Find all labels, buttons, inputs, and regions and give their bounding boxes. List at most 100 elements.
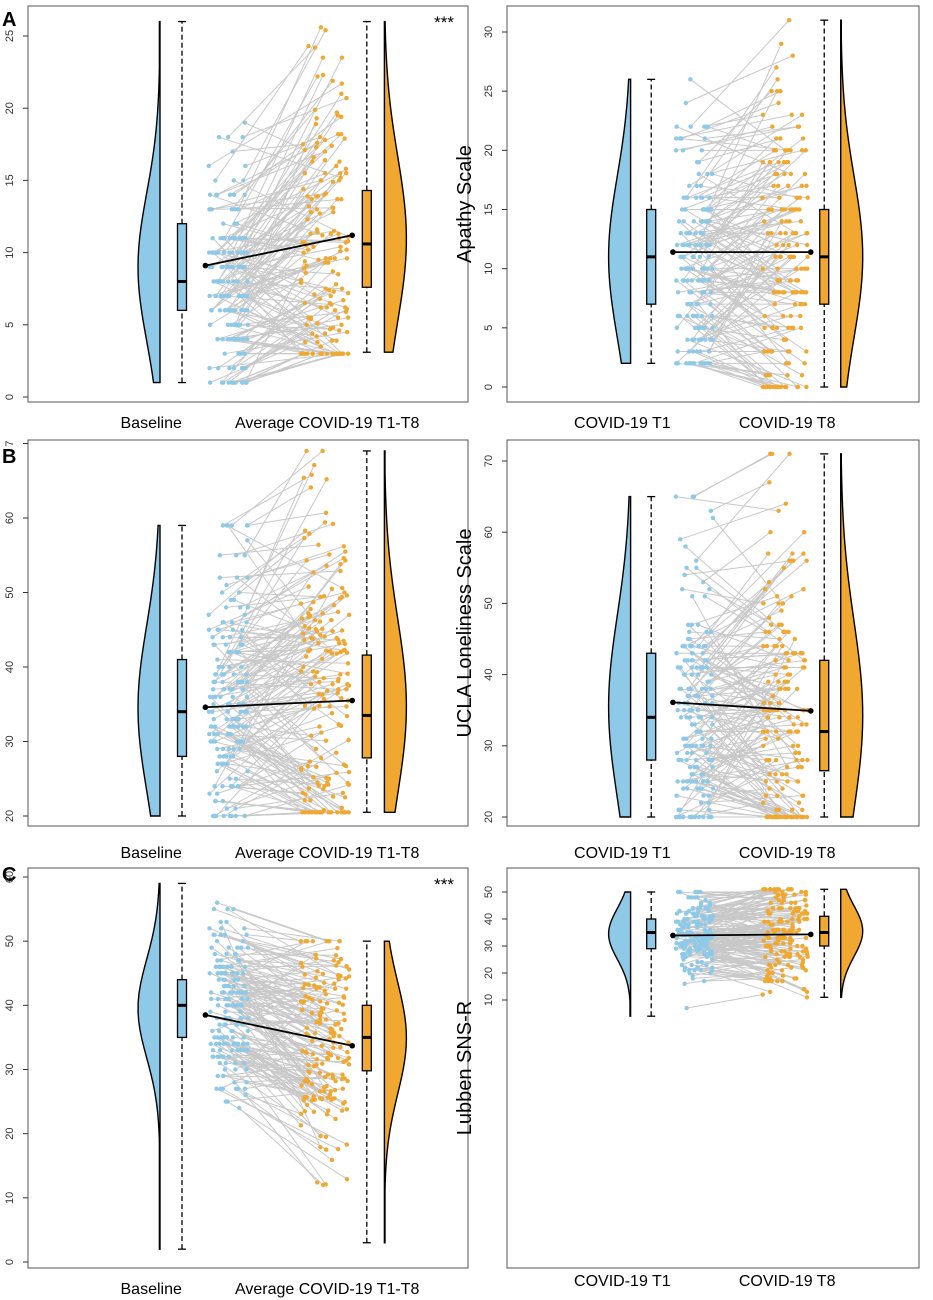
point-left	[242, 192, 247, 198]
point-right	[298, 1123, 304, 1128]
point-right	[763, 736, 768, 741]
point-right	[299, 277, 304, 283]
mean-point-left	[202, 704, 209, 711]
point-left	[695, 325, 701, 331]
point-right	[766, 579, 772, 585]
point-right	[310, 1038, 315, 1043]
panel-label-a: A	[2, 9, 16, 31]
paired-line	[233, 1004, 322, 1010]
point-right	[316, 691, 321, 697]
point-right	[783, 665, 789, 670]
point-left	[695, 965, 700, 970]
point-right	[766, 679, 771, 684]
point-right	[775, 793, 780, 798]
point-right	[323, 28, 328, 33]
point-left	[232, 977, 237, 982]
point-right	[336, 231, 341, 237]
point-left	[223, 971, 228, 976]
point-left	[235, 1048, 240, 1053]
point-left	[710, 266, 715, 271]
point-right	[775, 77, 780, 82]
point-right	[346, 974, 352, 979]
point-right	[321, 786, 326, 792]
point-left	[709, 736, 714, 741]
paired-line	[222, 474, 312, 526]
violin-right	[840, 453, 864, 818]
point-left	[218, 926, 224, 931]
point-left	[708, 301, 713, 307]
point-right	[776, 508, 781, 514]
paired-line	[689, 972, 778, 982]
point-right	[337, 1033, 342, 1039]
point-left	[242, 308, 247, 313]
point-right	[791, 325, 796, 331]
paired-line	[222, 800, 309, 813]
point-left	[215, 996, 221, 1002]
point-left	[236, 590, 242, 595]
point-left	[245, 1048, 251, 1053]
point-left	[208, 1009, 213, 1014]
point-left	[235, 250, 241, 255]
point-left	[706, 793, 711, 798]
point-left	[229, 1048, 235, 1053]
point-right	[769, 965, 774, 970]
point-right	[339, 696, 344, 701]
paired-line	[698, 90, 772, 163]
point-right	[323, 738, 329, 743]
point-right	[299, 669, 304, 674]
paired-line	[231, 450, 323, 526]
point-right	[789, 807, 795, 813]
point-right	[332, 256, 337, 261]
point-left	[674, 941, 679, 946]
point-right	[785, 930, 791, 935]
point-left	[244, 337, 250, 342]
paired-line	[226, 1036, 309, 1083]
point-right	[322, 520, 328, 525]
point-right	[311, 1109, 317, 1115]
point-right	[340, 1072, 345, 1077]
point-left	[214, 279, 219, 284]
point-left	[674, 278, 679, 283]
point-left	[679, 207, 685, 212]
point-right	[800, 943, 805, 949]
point-right	[763, 954, 768, 959]
point-right	[341, 810, 347, 815]
point-left	[240, 938, 246, 944]
point-left	[702, 916, 707, 922]
paired-line	[683, 731, 768, 789]
point-left	[700, 651, 705, 656]
point-left	[207, 293, 212, 299]
point-right	[327, 704, 332, 709]
point-right	[334, 110, 340, 115]
paired-line	[235, 778, 306, 813]
paired-line	[694, 674, 789, 725]
point-right	[789, 814, 794, 820]
paired-line	[213, 630, 333, 646]
paired-line	[213, 1056, 310, 1074]
point-right	[779, 219, 784, 224]
point-right	[796, 800, 802, 805]
point-right	[338, 956, 344, 962]
point-left	[683, 954, 688, 959]
point-right	[317, 985, 322, 990]
point-left	[216, 977, 222, 982]
point-right	[799, 889, 804, 895]
point-left	[210, 1048, 216, 1053]
point-right	[785, 962, 791, 968]
point-right	[765, 230, 771, 236]
point-right	[342, 136, 347, 141]
point-right	[344, 704, 349, 709]
paired-line	[211, 947, 349, 1043]
y-tick-label: 20	[483, 811, 495, 823]
point-right	[329, 617, 334, 623]
point-right	[334, 1008, 339, 1013]
point-right	[783, 230, 788, 236]
paired-line	[231, 1030, 314, 1055]
point-right	[317, 619, 323, 624]
paired-line	[221, 257, 335, 297]
point-right	[784, 764, 790, 770]
point-left	[223, 642, 229, 647]
point-left	[212, 951, 218, 957]
point-left	[226, 1054, 232, 1059]
